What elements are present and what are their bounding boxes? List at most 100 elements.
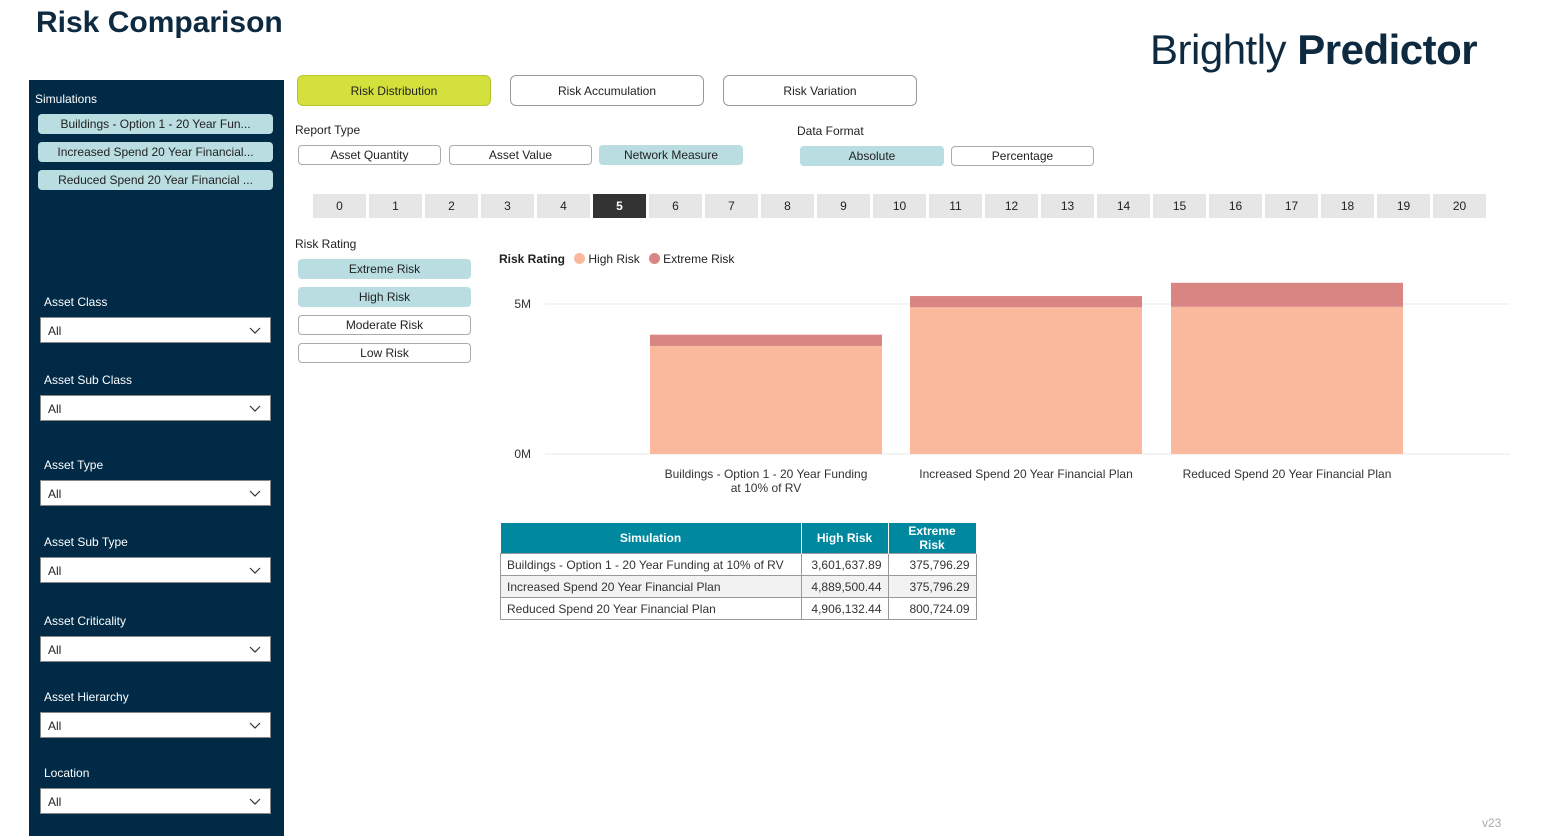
asset-hierarchy-dropdown[interactable]: All	[40, 712, 271, 738]
dropdown-value: All	[48, 795, 62, 809]
simulations-label: Simulations	[35, 92, 98, 106]
year-button[interactable]: 6	[649, 194, 702, 218]
year-button[interactable]: 15	[1153, 194, 1206, 218]
legend-dot-icon	[649, 253, 661, 264]
bar-high-risk[interactable]	[650, 345, 882, 454]
table-row: Buildings - Option 1 - 20 Year Funding a…	[500, 553, 977, 576]
report-type-asset-quantity[interactable]: Asset Quantity	[298, 145, 441, 165]
bar-extreme-risk[interactable]	[910, 296, 1142, 308]
bar-extreme-risk[interactable]	[650, 334, 882, 346]
year-button[interactable]: 20	[1433, 194, 1486, 218]
cell-simulation: Buildings - Option 1 - 20 Year Funding a…	[500, 553, 802, 576]
simulation-item[interactable]: Buildings - Option 1 - 20 Year Fun...	[38, 114, 273, 134]
asset-sub-class-label: Asset Sub Class	[44, 373, 133, 387]
chevron-down-icon	[249, 646, 261, 653]
tab-risk-distribution[interactable]: Risk Distribution	[297, 75, 491, 106]
year-button-selected[interactable]: 5	[593, 194, 646, 218]
bar-high-risk[interactable]	[910, 307, 1142, 454]
risk-rating-extreme[interactable]: Extreme Risk	[298, 259, 471, 279]
simulation-item[interactable]: Reduced Spend 20 Year Financial ...	[38, 170, 273, 190]
asset-criticality-label: Asset Criticality	[44, 614, 127, 628]
asset-sub-class-dropdown[interactable]: All	[40, 395, 271, 421]
column-header-extreme-risk[interactable]: Extreme Risk	[888, 523, 977, 554]
year-button[interactable]: 18	[1321, 194, 1374, 218]
year-button[interactable]: 1	[369, 194, 422, 218]
year-button[interactable]: 4	[537, 194, 590, 218]
location-dropdown[interactable]: All	[40, 788, 271, 814]
dropdown-value: All	[48, 324, 62, 338]
asset-sub-type-dropdown[interactable]: All	[40, 557, 271, 583]
dropdown-value: All	[48, 564, 62, 578]
data-format-absolute[interactable]: Absolute	[800, 146, 944, 166]
cell-simulation: Increased Spend 20 Year Financial Plan	[500, 575, 802, 598]
y-tick-label: 0M	[514, 447, 531, 461]
dropdown-value: All	[48, 643, 62, 657]
legend-title: Risk Rating	[499, 252, 566, 266]
column-header-high-risk[interactable]: High Risk	[801, 523, 889, 554]
asset-sub-type-label: Asset Sub Type	[44, 535, 128, 549]
year-button[interactable]: 2	[425, 194, 478, 218]
bar-high-risk[interactable]	[1171, 306, 1403, 454]
year-button[interactable]: 10	[873, 194, 926, 218]
report-type-network-measure[interactable]: Network Measure	[599, 145, 743, 165]
year-button[interactable]: 12	[985, 194, 1038, 218]
year-button[interactable]: 8	[761, 194, 814, 218]
chevron-down-icon	[249, 327, 261, 334]
risk-rating-label: Risk Rating	[295, 237, 357, 251]
filter-sidebar: Simulations Buildings - Option 1 - 20 Ye…	[29, 80, 284, 836]
year-button[interactable]: 7	[705, 194, 758, 218]
table-row: Reduced Spend 20 Year Financial Plan 4,9…	[500, 597, 977, 620]
cell-high-risk: 3,601,637.89	[800, 553, 889, 576]
table-header-row: Simulation High Risk Extreme Risk	[500, 523, 977, 554]
dropdown-value: All	[48, 487, 62, 501]
cell-simulation: Reduced Spend 20 Year Financial Plan	[500, 597, 802, 620]
chevron-down-icon	[249, 722, 261, 729]
cell-high-risk: 4,889,500.44	[800, 575, 889, 598]
year-button[interactable]: 9	[817, 194, 870, 218]
dropdown-value: All	[48, 719, 62, 733]
year-button[interactable]: 0	[313, 194, 366, 218]
x-category-label: Reduced Spend 20 Year Financial Plan	[1183, 467, 1392, 481]
location-label: Location	[44, 766, 90, 780]
version-label: v23	[1482, 816, 1502, 830]
legend-label: Extreme Risk	[663, 252, 735, 266]
year-button[interactable]: 17	[1265, 194, 1318, 218]
risk-table: Simulation High Risk Extreme Risk Buildi…	[500, 523, 977, 620]
chevron-down-icon	[249, 798, 261, 805]
year-button[interactable]: 3	[481, 194, 534, 218]
year-button[interactable]: 13	[1041, 194, 1094, 218]
legend-item-extreme-risk[interactable]: Extreme Risk	[649, 252, 734, 266]
report-type-asset-value[interactable]: Asset Value	[449, 145, 592, 165]
asset-class-label: Asset Class	[44, 295, 108, 309]
chevron-down-icon	[249, 490, 261, 497]
brand-bold-text: Predictor	[1297, 26, 1478, 73]
bar-extreme-risk[interactable]	[1171, 282, 1403, 307]
column-header-simulation[interactable]: Simulation	[500, 523, 802, 554]
cell-high-risk: 4,906,132.44	[800, 597, 889, 620]
data-format-percentage[interactable]: Percentage	[951, 146, 1094, 166]
asset-type-dropdown[interactable]: All	[40, 480, 271, 506]
risk-rating-high[interactable]: High Risk	[298, 287, 471, 307]
legend-label: High Risk	[588, 252, 640, 266]
tab-risk-accumulation[interactable]: Risk Accumulation	[510, 75, 704, 106]
legend-item-high-risk[interactable]: High Risk	[574, 252, 640, 266]
cell-extreme-risk: 375,796.29	[887, 575, 977, 598]
year-button[interactable]: 14	[1097, 194, 1150, 218]
chevron-down-icon	[249, 567, 261, 574]
y-tick-label: 5M	[514, 297, 531, 311]
asset-hierarchy-label: Asset Hierarchy	[44, 690, 129, 704]
risk-distribution-chart: 0M 5M Buildings - Option 1 - 20 Year Fundi…	[514, 282, 1510, 495]
asset-type-label: Asset Type	[44, 458, 104, 472]
tab-risk-variation[interactable]: Risk Variation	[723, 75, 917, 106]
year-button[interactable]: 11	[929, 194, 982, 218]
asset-criticality-dropdown[interactable]: All	[40, 636, 271, 662]
year-button[interactable]: 16	[1209, 194, 1262, 218]
risk-rating-moderate[interactable]: Moderate Risk	[298, 315, 471, 335]
legend-dot-icon	[574, 253, 586, 264]
asset-class-dropdown[interactable]: All	[40, 317, 271, 343]
data-format-label: Data Format	[797, 124, 864, 138]
x-category-label: Buildings - Option 1 - 20 Year Funding at…	[665, 467, 868, 495]
simulation-item[interactable]: Increased Spend 20 Year Financial...	[38, 142, 273, 162]
risk-rating-low[interactable]: Low Risk	[298, 343, 471, 363]
year-button[interactable]: 19	[1377, 194, 1430, 218]
